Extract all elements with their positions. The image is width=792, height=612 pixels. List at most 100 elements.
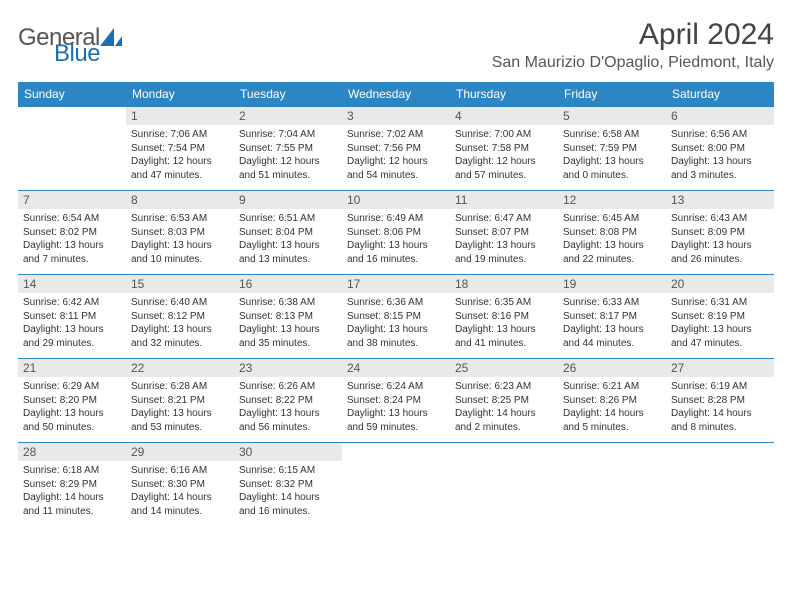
day-number: 23 bbox=[234, 359, 342, 377]
day-number: 24 bbox=[342, 359, 450, 377]
sunrise-text: Sunrise: 6:24 AM bbox=[347, 380, 445, 394]
sunrise-text: Sunrise: 6:29 AM bbox=[23, 380, 121, 394]
sunrise-text: Sunrise: 7:04 AM bbox=[239, 128, 337, 142]
day-number: 9 bbox=[234, 191, 342, 209]
brand-logo: General Blue bbox=[18, 18, 122, 52]
daylight-text: Daylight: 13 hours and 47 minutes. bbox=[671, 323, 769, 350]
sunset-text: Sunset: 8:25 PM bbox=[455, 394, 553, 408]
daylight-text: Daylight: 12 hours and 57 minutes. bbox=[455, 155, 553, 182]
calendar-cell: 8Sunrise: 6:53 AMSunset: 8:03 PMDaylight… bbox=[126, 191, 234, 275]
calendar-cell bbox=[18, 107, 126, 191]
daylight-text: Daylight: 13 hours and 16 minutes. bbox=[347, 239, 445, 266]
day-detail: Sunrise: 6:51 AMSunset: 8:04 PMDaylight:… bbox=[234, 209, 342, 269]
day-number: 5 bbox=[558, 107, 666, 125]
day-number: 29 bbox=[126, 443, 234, 461]
day-detail: Sunrise: 6:19 AMSunset: 8:28 PMDaylight:… bbox=[666, 377, 774, 437]
sunrise-text: Sunrise: 6:49 AM bbox=[347, 212, 445, 226]
sunrise-text: Sunrise: 6:47 AM bbox=[455, 212, 553, 226]
day-number: 20 bbox=[666, 275, 774, 293]
calendar-head: SundayMondayTuesdayWednesdayThursdayFrid… bbox=[18, 82, 774, 107]
sunset-text: Sunset: 8:12 PM bbox=[131, 310, 229, 324]
day-number: 6 bbox=[666, 107, 774, 125]
weekday-header: Monday bbox=[126, 82, 234, 107]
daylight-text: Daylight: 13 hours and 44 minutes. bbox=[563, 323, 661, 350]
day-detail: Sunrise: 6:40 AMSunset: 8:12 PMDaylight:… bbox=[126, 293, 234, 353]
sunrise-text: Sunrise: 6:19 AM bbox=[671, 380, 769, 394]
day-number: 17 bbox=[342, 275, 450, 293]
calendar-week: 21Sunrise: 6:29 AMSunset: 8:20 PMDayligh… bbox=[18, 359, 774, 443]
day-detail: Sunrise: 6:56 AMSunset: 8:00 PMDaylight:… bbox=[666, 125, 774, 185]
daylight-text: Daylight: 13 hours and 53 minutes. bbox=[131, 407, 229, 434]
brand-part2: Blue bbox=[54, 40, 100, 68]
daylight-text: Daylight: 13 hours and 38 minutes. bbox=[347, 323, 445, 350]
day-detail: Sunrise: 6:54 AMSunset: 8:02 PMDaylight:… bbox=[18, 209, 126, 269]
brand-sail-icon bbox=[100, 28, 122, 51]
day-number: 25 bbox=[450, 359, 558, 377]
calendar-cell: 9Sunrise: 6:51 AMSunset: 8:04 PMDaylight… bbox=[234, 191, 342, 275]
daylight-text: Daylight: 12 hours and 47 minutes. bbox=[131, 155, 229, 182]
sunrise-text: Sunrise: 7:06 AM bbox=[131, 128, 229, 142]
daylight-text: Daylight: 13 hours and 7 minutes. bbox=[23, 239, 121, 266]
calendar-cell: 7Sunrise: 6:54 AMSunset: 8:02 PMDaylight… bbox=[18, 191, 126, 275]
calendar-cell bbox=[342, 443, 450, 527]
daylight-text: Daylight: 13 hours and 3 minutes. bbox=[671, 155, 769, 182]
day-detail: Sunrise: 6:21 AMSunset: 8:26 PMDaylight:… bbox=[558, 377, 666, 437]
day-number: 3 bbox=[342, 107, 450, 125]
calendar-body: 1Sunrise: 7:06 AMSunset: 7:54 PMDaylight… bbox=[18, 107, 774, 527]
calendar-cell: 15Sunrise: 6:40 AMSunset: 8:12 PMDayligh… bbox=[126, 275, 234, 359]
sunset-text: Sunset: 8:19 PM bbox=[671, 310, 769, 324]
sunset-text: Sunset: 8:03 PM bbox=[131, 226, 229, 240]
calendar-cell: 25Sunrise: 6:23 AMSunset: 8:25 PMDayligh… bbox=[450, 359, 558, 443]
day-number: 16 bbox=[234, 275, 342, 293]
sunrise-text: Sunrise: 6:43 AM bbox=[671, 212, 769, 226]
calendar-cell: 20Sunrise: 6:31 AMSunset: 8:19 PMDayligh… bbox=[666, 275, 774, 359]
day-detail: Sunrise: 7:04 AMSunset: 7:55 PMDaylight:… bbox=[234, 125, 342, 185]
daylight-text: Daylight: 14 hours and 5 minutes. bbox=[563, 407, 661, 434]
daylight-text: Daylight: 13 hours and 32 minutes. bbox=[131, 323, 229, 350]
day-detail: Sunrise: 6:29 AMSunset: 8:20 PMDaylight:… bbox=[18, 377, 126, 437]
day-detail: Sunrise: 6:36 AMSunset: 8:15 PMDaylight:… bbox=[342, 293, 450, 353]
calendar-week: 14Sunrise: 6:42 AMSunset: 8:11 PMDayligh… bbox=[18, 275, 774, 359]
calendar-cell: 26Sunrise: 6:21 AMSunset: 8:26 PMDayligh… bbox=[558, 359, 666, 443]
calendar-cell: 18Sunrise: 6:35 AMSunset: 8:16 PMDayligh… bbox=[450, 275, 558, 359]
calendar-cell: 13Sunrise: 6:43 AMSunset: 8:09 PMDayligh… bbox=[666, 191, 774, 275]
daylight-text: Daylight: 13 hours and 35 minutes. bbox=[239, 323, 337, 350]
sunrise-text: Sunrise: 6:28 AM bbox=[131, 380, 229, 394]
calendar-cell bbox=[450, 443, 558, 527]
day-detail: Sunrise: 6:18 AMSunset: 8:29 PMDaylight:… bbox=[18, 461, 126, 521]
calendar-cell: 29Sunrise: 6:16 AMSunset: 8:30 PMDayligh… bbox=[126, 443, 234, 527]
day-number: 12 bbox=[558, 191, 666, 209]
sunset-text: Sunset: 8:02 PM bbox=[23, 226, 121, 240]
day-detail: Sunrise: 6:23 AMSunset: 8:25 PMDaylight:… bbox=[450, 377, 558, 437]
sunrise-text: Sunrise: 6:26 AM bbox=[239, 380, 337, 394]
calendar-cell: 6Sunrise: 6:56 AMSunset: 8:00 PMDaylight… bbox=[666, 107, 774, 191]
daylight-text: Daylight: 13 hours and 41 minutes. bbox=[455, 323, 553, 350]
day-detail: Sunrise: 6:58 AMSunset: 7:59 PMDaylight:… bbox=[558, 125, 666, 185]
day-detail: Sunrise: 6:42 AMSunset: 8:11 PMDaylight:… bbox=[18, 293, 126, 353]
day-number: 28 bbox=[18, 443, 126, 461]
daylight-text: Daylight: 12 hours and 54 minutes. bbox=[347, 155, 445, 182]
calendar-week: 1Sunrise: 7:06 AMSunset: 7:54 PMDaylight… bbox=[18, 107, 774, 191]
sunset-text: Sunset: 7:55 PM bbox=[239, 142, 337, 156]
day-number: 1 bbox=[126, 107, 234, 125]
daylight-text: Daylight: 13 hours and 13 minutes. bbox=[239, 239, 337, 266]
day-number: 4 bbox=[450, 107, 558, 125]
calendar-cell: 4Sunrise: 7:00 AMSunset: 7:58 PMDaylight… bbox=[450, 107, 558, 191]
day-detail: Sunrise: 6:31 AMSunset: 8:19 PMDaylight:… bbox=[666, 293, 774, 353]
sunset-text: Sunset: 8:04 PM bbox=[239, 226, 337, 240]
day-detail: Sunrise: 7:02 AMSunset: 7:56 PMDaylight:… bbox=[342, 125, 450, 185]
day-detail: Sunrise: 6:35 AMSunset: 8:16 PMDaylight:… bbox=[450, 293, 558, 353]
weekday-header: Sunday bbox=[18, 82, 126, 107]
day-detail: Sunrise: 6:16 AMSunset: 8:30 PMDaylight:… bbox=[126, 461, 234, 521]
sunrise-text: Sunrise: 6:16 AM bbox=[131, 464, 229, 478]
sunrise-text: Sunrise: 6:56 AM bbox=[671, 128, 769, 142]
calendar-cell: 17Sunrise: 6:36 AMSunset: 8:15 PMDayligh… bbox=[342, 275, 450, 359]
sunset-text: Sunset: 8:20 PM bbox=[23, 394, 121, 408]
day-detail: Sunrise: 6:28 AMSunset: 8:21 PMDaylight:… bbox=[126, 377, 234, 437]
calendar-week: 7Sunrise: 6:54 AMSunset: 8:02 PMDaylight… bbox=[18, 191, 774, 275]
daylight-text: Daylight: 13 hours and 50 minutes. bbox=[23, 407, 121, 434]
sunset-text: Sunset: 8:29 PM bbox=[23, 478, 121, 492]
calendar-cell: 1 Sunrise: 7:06 AMSunset: 7:54 PMDaylight… bbox=[126, 107, 234, 191]
sunset-text: Sunset: 8:08 PM bbox=[563, 226, 661, 240]
sunset-text: Sunset: 7:54 PM bbox=[131, 142, 229, 156]
